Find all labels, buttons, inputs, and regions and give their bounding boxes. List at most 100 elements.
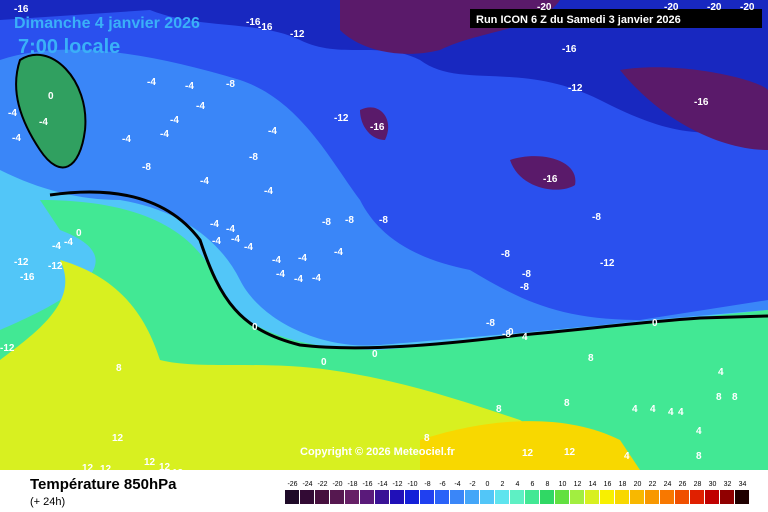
contour-label: -16 xyxy=(370,122,385,133)
run-box xyxy=(470,9,762,28)
contour-label: -4 xyxy=(185,81,194,92)
contour-label: 12 xyxy=(564,447,576,458)
scale-label: 10 xyxy=(559,481,567,488)
contour-label: 4 xyxy=(696,426,702,437)
contour-label: 0 xyxy=(252,322,258,333)
scale-label: 14 xyxy=(589,481,597,488)
contour-label: -20 xyxy=(740,2,755,13)
contour-label: -8 xyxy=(502,329,511,340)
contour-label: -4 xyxy=(196,101,205,112)
footer-subtitle: (+ 24h) xyxy=(30,496,65,508)
contour-label: -4 xyxy=(244,242,253,253)
contour-label: 12 xyxy=(100,464,112,475)
scale-swatch xyxy=(720,490,734,504)
scale-swatch xyxy=(405,490,419,504)
contour-label: 8 xyxy=(496,404,502,415)
contour-label: -8 xyxy=(142,162,151,173)
contour-label: -12 xyxy=(48,261,63,272)
scale-label: 6 xyxy=(531,481,535,488)
scale-swatch xyxy=(585,490,599,504)
scale-label: 16 xyxy=(604,481,612,488)
contour-label: -4 xyxy=(276,269,285,280)
contour-label: 4 xyxy=(668,407,674,418)
contour-label: -4 xyxy=(147,77,156,88)
contour-label: -8 xyxy=(501,249,510,260)
contour-label: 0 xyxy=(508,327,514,338)
scale-swatch xyxy=(570,490,584,504)
contour-label: 12 xyxy=(82,463,94,474)
copyright: Copyright © 2026 Meteociel.fr xyxy=(300,446,456,458)
contour-label: -16 xyxy=(20,272,35,283)
scale-swatch xyxy=(360,490,374,504)
scale-label: 28 xyxy=(694,481,702,488)
scale-label: 20 xyxy=(634,481,642,488)
scale-label: -26 xyxy=(287,481,297,488)
scale-label: 0 xyxy=(486,481,490,488)
scale-label: 26 xyxy=(679,481,687,488)
scale-swatch xyxy=(480,490,494,504)
contour-label: -12 xyxy=(290,29,305,40)
contour-label: -8 xyxy=(520,282,529,293)
scale-swatch xyxy=(600,490,614,504)
contour-label: -4 xyxy=(212,236,221,247)
scale-label: 8 xyxy=(546,481,550,488)
scale-swatch xyxy=(465,490,479,504)
scale-label: -4 xyxy=(454,481,460,488)
scale-label: 12 xyxy=(574,481,582,488)
footer-title: Température 850hPa xyxy=(30,476,177,493)
contour-label: 8 xyxy=(116,363,122,374)
contour-label: 0 xyxy=(76,228,82,239)
warm-region xyxy=(0,260,600,470)
scale-swatch xyxy=(285,490,299,504)
contour-label: 8 xyxy=(696,451,702,462)
cold-region xyxy=(0,0,768,133)
contour-label: -4 xyxy=(64,237,73,248)
scale-swatch xyxy=(660,490,674,504)
scale-label: -20 xyxy=(332,481,342,488)
contour-label: 12 xyxy=(112,433,124,444)
contour-label: 8 xyxy=(564,398,570,409)
contour-label: 0 xyxy=(48,91,54,102)
scale-swatch xyxy=(495,490,509,504)
scale-label: -2 xyxy=(469,481,475,488)
greenland-coast xyxy=(15,53,87,169)
scale-swatch xyxy=(390,490,404,504)
warmer-region xyxy=(420,421,640,470)
zero-isotherm xyxy=(49,190,768,350)
contour-label: -8 xyxy=(486,318,495,329)
contour-label: 12 xyxy=(159,462,171,473)
contour-label: -16 xyxy=(543,174,558,185)
scale-label: 4 xyxy=(516,481,520,488)
scale-label: 30 xyxy=(709,481,717,488)
contour-label: -12 xyxy=(334,113,349,124)
contour-label: -4 xyxy=(52,241,61,252)
scale-swatch xyxy=(540,490,554,504)
scale-label: -6 xyxy=(439,481,445,488)
date-title: Dimanche 4 janvier 2026 xyxy=(14,15,200,32)
scale-swatch xyxy=(315,490,329,504)
scale-swatch xyxy=(510,490,524,504)
scale-label: 2 xyxy=(501,481,505,488)
scale-swatch xyxy=(690,490,704,504)
contour-label: -12 xyxy=(568,83,583,94)
scale-label: -22 xyxy=(317,481,327,488)
contour-label: -8 xyxy=(345,215,354,226)
contour-label: -12 xyxy=(600,258,615,269)
scale-label: -14 xyxy=(377,481,387,488)
scale-label: -8 xyxy=(424,481,430,488)
contour-label: -4 xyxy=(268,126,277,137)
contour-label: -8 xyxy=(592,212,601,223)
scale-label: 22 xyxy=(649,481,657,488)
contour-label: 8 xyxy=(716,392,722,403)
contour-label: 0 xyxy=(321,357,327,368)
contour-label: -8 xyxy=(379,215,388,226)
contour-label: -4 xyxy=(39,117,48,128)
contour-label: -4 xyxy=(334,247,343,258)
contour-label: -16 xyxy=(694,97,709,108)
scale-swatch xyxy=(330,490,344,504)
scale-swatch xyxy=(345,490,359,504)
contour-label: -4 xyxy=(298,253,307,264)
local-time: 7:00 locale xyxy=(18,36,120,58)
scale-swatch xyxy=(450,490,464,504)
scale-swatch xyxy=(555,490,569,504)
